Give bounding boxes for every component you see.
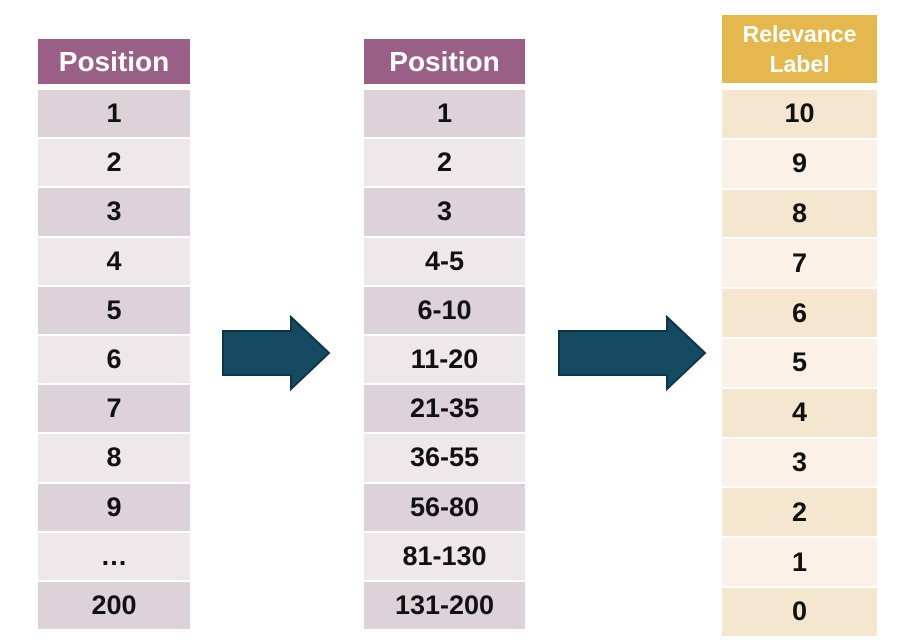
position-bucket-cell: 4-5 [364,237,525,287]
position-bucket-cell: 6-10 [364,286,525,336]
position-bucket-cell: 81-130 [364,532,525,582]
position-bucket-cell: 131-200 [364,581,525,632]
position-table-header: Position [38,39,190,86]
relevance-label-cell: 6 [722,289,877,339]
position-bucket-cell: 21-35 [364,385,525,435]
position-cell: 6 [38,335,190,386]
position-cell: 7 [38,385,190,435]
right-arrow-icon [222,315,331,391]
position-bucket-cell: 3 [364,188,525,238]
relevance-label-table-header: Relevance Label [722,15,877,85]
relevance-header-line2: Label [769,51,830,77]
position-cell: 3 [38,188,190,238]
position-cell: 9 [38,483,190,533]
position-bucket-cell: 11-20 [364,335,525,386]
relevance-label-cell: 9 [722,139,877,190]
position-cell: 200 [38,581,190,632]
position-bucket-cell: 1 [364,90,525,140]
position-cell: 4 [38,237,190,287]
position-bucket-cell: 56-80 [364,483,525,533]
relevance-label-cell: 7 [722,239,877,290]
relevance-label-cell: 5 [722,338,877,389]
relevance-label-cell: 10 [722,90,877,140]
relevance-label-cell: 1 [722,538,877,588]
relevance-label-cell: 0 [722,587,877,638]
position-bucket-cell: 36-55 [364,434,525,484]
relevance-header-line1: Relevance [742,21,857,47]
position-bucket-cell: 2 [364,139,525,189]
position-bucket-table: Position 1 2 3 4-5 6-10 11-20 21-35 36-55 56-80 8… [364,39,525,632]
position-cell: 5 [38,286,190,336]
relevance-label-cell: 8 [722,189,877,240]
position-cell: … [38,532,190,582]
right-arrow-icon [558,315,707,391]
position-cell: 1 [38,90,190,140]
position-bucket-table-header: Position [364,39,525,86]
relevance-label-cell: 4 [722,388,877,439]
position-table: Position 1 2 3 4 5 6 7 8 9… 200 [38,39,190,632]
relevance-label-cell: 2 [722,488,877,539]
position-cell: 8 [38,434,190,484]
position-cell: 2 [38,139,190,189]
relevance-label-cell: 3 [722,438,877,489]
relevance-label-table: Relevance Label 10 9 8 7 6 5 4 3 2 1 0 [722,15,877,638]
